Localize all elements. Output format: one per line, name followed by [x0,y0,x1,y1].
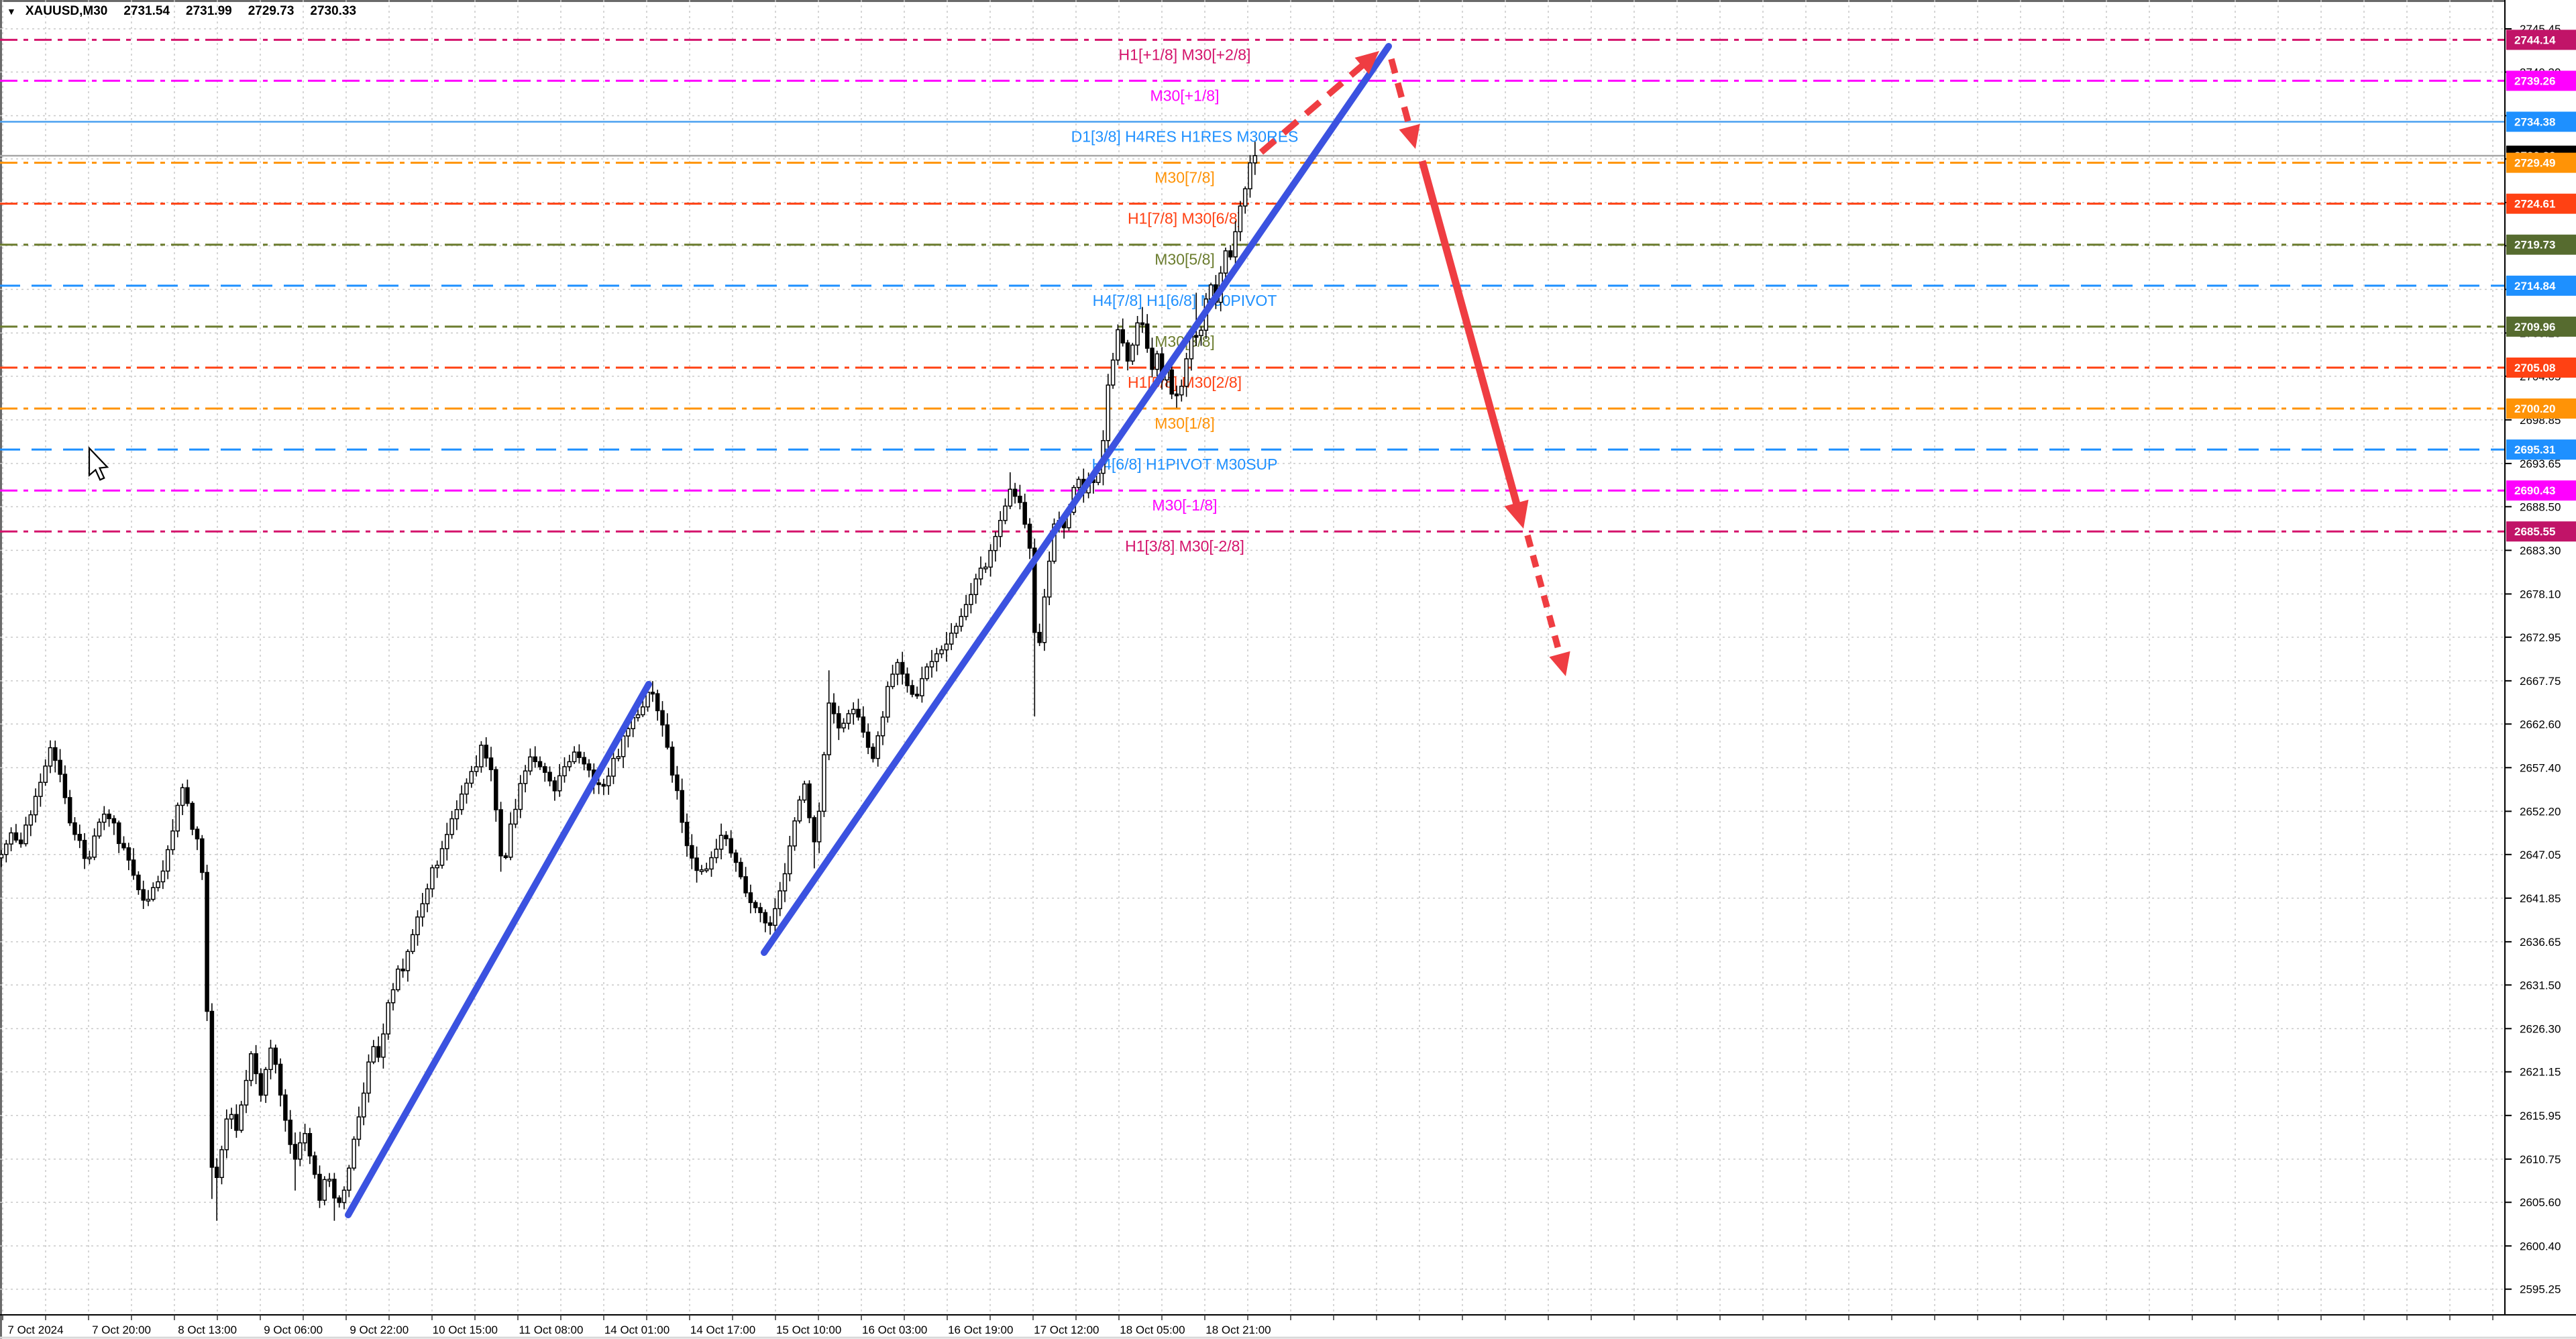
projection-arrow-peak-down[interactable] [1388,58,1414,132]
price-tick-label: 2631.50 [2520,979,2561,992]
candles [0,142,1258,1221]
price-badge [2506,152,2576,173]
price-tick-label: 2667.75 [2520,675,2561,688]
ohlc-low: 2729.73 [248,4,294,18]
price-tick-label: 2600.40 [2520,1240,2561,1252]
price-badge [2506,30,2576,50]
ohlc-high: 2731.99 [186,4,232,18]
price-badge [2506,234,2576,255]
price-tick-label: 2657.40 [2520,761,2561,774]
price-tick-label: 2693.65 [2520,458,2561,470]
price-badge [2506,480,2576,501]
price-tick-label: 2641.85 [2520,892,2561,905]
price-tick-label: 2626.30 [2520,1022,2561,1035]
time-axis-label: 7 Oct 2024 [7,1324,63,1336]
price-badge-label: 2709.96 [2514,321,2555,333]
time-axis-label: 15 Oct 10:00 [776,1324,841,1336]
time-axis-label: 14 Oct 17:00 [690,1324,755,1336]
mouse-cursor-icon [88,446,109,481]
time-axis-label: 10 Oct 15:00 [433,1324,498,1336]
price-badge-label: 2700.20 [2514,403,2555,415]
level-label: M30[5/8] [1155,251,1215,268]
level-label: H1[3/8] M30[-2/8] [1125,537,1244,555]
time-axis-label: 18 Oct 05:00 [1120,1324,1185,1336]
projection-arrow-peak-down-head-icon [1399,123,1420,149]
time-axis-label: 18 Oct 21:00 [1205,1324,1271,1336]
time-axis-label: 16 Oct 03:00 [862,1324,927,1336]
projection-arrow-cont-down[interactable] [1524,534,1564,659]
level-label: M30[7/8] [1155,169,1215,186]
projection-arrow-up[interactable] [1258,60,1368,155]
price-badge-label: 2734.38 [2514,115,2555,128]
price-tick-label: 2672.95 [2520,631,2561,644]
symbol-period-label: XAUUSD,M30 [25,4,108,18]
price-badge [2506,521,2576,542]
price-tick-label: 2610.75 [2520,1153,2561,1166]
price-badge [2506,439,2576,460]
price-badge [2506,316,2576,337]
impulse-arrow-down-head-icon [1504,499,1529,529]
time-axis-label: 8 Oct 13:00 [178,1324,237,1336]
price-axis-panel[interactable] [2506,0,2576,1339]
price-badge-label: 2724.61 [2514,198,2555,211]
price-badge-label: 2685.55 [2514,525,2555,538]
time-axis-label: 9 Oct 22:00 [350,1324,409,1336]
price-tick-label: 2621.15 [2520,1066,2561,1079]
trend-line-2[interactable] [761,43,1392,956]
price-tick-label: 2652.20 [2520,805,2561,818]
level-label: H1[+1/8] M30[+2/8] [1119,46,1251,63]
level-label: H1[7/8] M30[6/8] [1128,210,1242,227]
price-tick-label: 2605.60 [2520,1196,2561,1209]
price-badge [2506,111,2576,132]
time-axis-label: 11 Oct 08:00 [519,1324,583,1336]
price-tick-label: 2595.25 [2520,1283,2561,1296]
price-badge-label: 2695.31 [2514,443,2555,456]
level-label: M30[-1/8] [1152,496,1217,514]
time-axis-label: 7 Oct 20:00 [92,1324,151,1336]
level-label: H4[7/8] H1[6/8] M30PIVOT [1093,292,1277,309]
level-label: M30[+1/8] [1150,87,1220,104]
time-axis-label: 14 Oct 01:00 [604,1324,669,1336]
projection-arrow-cont-down-head-icon [1549,651,1570,676]
price-tick-label: 2615.95 [2520,1110,2561,1122]
price-tick-label: 2683.30 [2520,544,2561,557]
price-tick-label: 2678.10 [2520,588,2561,600]
price-badge-label: 2744.14 [2514,34,2556,46]
grid [0,0,2505,1315]
price-badge [2506,357,2576,378]
price-badge-label: 2739.26 [2514,74,2555,87]
time-axis-label: 17 Oct 12:00 [1034,1324,1099,1336]
level-label: H4[6/8] H1PIVOT M30SUP [1092,456,1278,473]
price-badge [2506,193,2576,214]
impulse-arrow-down[interactable] [1418,160,1521,509]
ohlc-open: 2731.54 [123,4,170,18]
price-badge [2506,70,2576,91]
price-badge-label: 2719.73 [2514,239,2555,252]
projection-arrow-up-head-icon [1354,51,1379,74]
time-axis-label: 9 Oct 06:00 [264,1324,323,1336]
chart-title: ▼ XAUUSD,M30 2731.54 2731.99 2729.73 273… [7,4,356,19]
price-badge-label: 2714.84 [2514,280,2556,292]
level-label: D1[3/8] H4RES H1RES M30RES [1071,127,1299,145]
price-badge-label: 2690.43 [2514,484,2555,497]
price-tick-label: 2662.60 [2520,718,2561,731]
ohlc-close: 2730.33 [310,4,357,18]
price-badge [2506,275,2576,296]
trend-line-1[interactable] [345,681,652,1218]
level-label: M30[1/8] [1155,415,1215,432]
price-badge-label: 2705.08 [2514,362,2555,374]
price-tick-label: 2688.50 [2520,500,2561,513]
price-badge [2506,398,2576,419]
price-badge-label: 2729.49 [2514,157,2555,170]
time-axis-label: 16 Oct 19:00 [948,1324,1013,1336]
chart-menu-arrow-icon[interactable]: ▼ [7,6,16,17]
price-tick-label: 2647.05 [2520,849,2561,861]
price-tick-label: 2636.65 [2520,936,2561,949]
